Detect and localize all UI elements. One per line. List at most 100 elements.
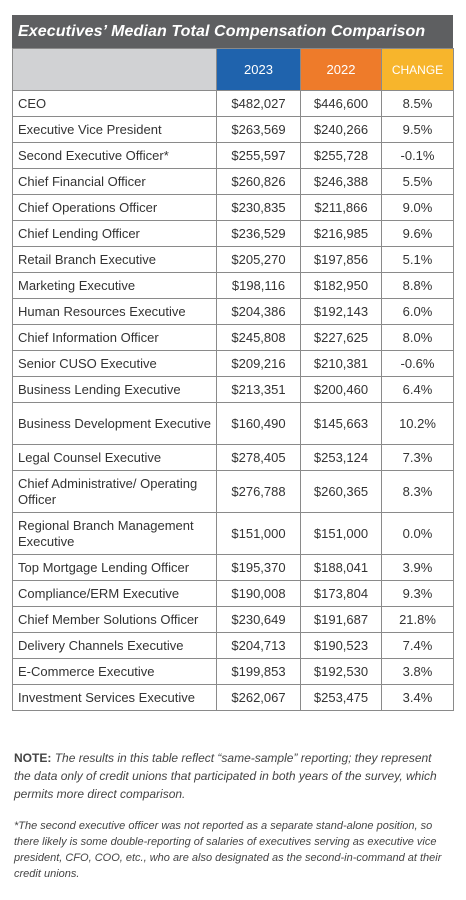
table-row: Chief Operations Officer $230,835 $211,866…: [12, 194, 454, 221]
role-cell: Human Resources Executive: [12, 298, 217, 325]
value-2023-cell: $263,569: [216, 116, 301, 143]
table-row: Regional Branch Management Executive $151…: [12, 512, 454, 555]
role-cell: Top Mortgage Lending Officer: [12, 554, 217, 581]
role-cell: Chief Administrative/ Operating Officer: [12, 470, 217, 513]
value-2023-cell: $209,216: [216, 350, 301, 377]
value-2023-cell: $230,835: [216, 194, 301, 221]
table-row: Retail Branch Executive $205,270 $197,856 5…: [12, 246, 454, 273]
role-cell: Senior CUSO Executive: [12, 350, 217, 377]
role-cell: Investment Services Executive: [12, 684, 217, 711]
role-cell: CEO: [12, 90, 217, 117]
value-2022-cell: $192,530: [300, 658, 382, 685]
value-2022-cell: $197,856: [300, 246, 382, 273]
table-row: E-Commerce Executive $199,853 $192,530 3.8%: [12, 658, 454, 685]
value-2022-cell: $190,523: [300, 632, 382, 659]
table-row: Chief Administrative/ Operating Officer $…: [12, 470, 454, 513]
change-cell: 3.9%: [381, 554, 454, 581]
header-2022: 2022: [300, 48, 382, 91]
footnote: *The second executive officer was not re…: [14, 820, 442, 880]
value-2023-cell: $262,067: [216, 684, 301, 711]
change-cell: 9.0%: [381, 194, 454, 221]
change-cell: 10.2%: [381, 402, 454, 445]
change-cell: 5.5%: [381, 168, 454, 195]
role-cell: Delivery Channels Executive: [12, 632, 217, 659]
table-row: Compliance/ERM Executive $190,008 $173,804…: [12, 580, 454, 607]
role-cell: Marketing Executive: [12, 272, 217, 299]
table-row: Investment Services Executive $262,067 $25…: [12, 684, 454, 711]
role-cell: Chief Member Solutions Officer: [12, 606, 217, 633]
change-cell: 7.4%: [381, 632, 454, 659]
value-2022-cell: $151,000: [300, 512, 382, 555]
value-2023-cell: $260,826: [216, 168, 301, 195]
value-2023-cell: $160,490: [216, 402, 301, 445]
note-paragraph: NOTE: The results in this table reflect …: [14, 749, 444, 803]
compensation-table: 2023 2022 CHANGE CEO $482,027 $446,600 8.5%…: [12, 48, 454, 711]
value-2022-cell: $253,124: [300, 444, 382, 471]
value-2022-cell: $253,475: [300, 684, 382, 711]
table-body: CEO $482,027 $446,600 8.5% Executive Vice Pr…: [12, 90, 454, 711]
role-cell: Chief Operations Officer: [12, 194, 217, 221]
value-2022-cell: $255,728: [300, 142, 382, 169]
value-2022-cell: $210,381: [300, 350, 382, 377]
role-cell: Business Lending Executive: [12, 376, 217, 403]
value-2023-cell: $230,649: [216, 606, 301, 633]
header-blank-cell: [12, 48, 217, 91]
value-2022-cell: $191,687: [300, 606, 382, 633]
table-row: Chief Member Solutions Officer $230,649 $1…: [12, 606, 454, 633]
table-row: Business Development Executive $160,490 $1…: [12, 402, 454, 445]
value-2022-cell: $216,985: [300, 220, 382, 247]
change-cell: 6.4%: [381, 376, 454, 403]
header-2023: 2023: [216, 48, 301, 91]
value-2022-cell: $200,460: [300, 376, 382, 403]
role-cell: Legal Counsel Executive: [12, 444, 217, 471]
value-2023-cell: $236,529: [216, 220, 301, 247]
table-row: Top Mortgage Lending Officer $195,370 $188…: [12, 554, 454, 581]
table-row: Chief Lending Officer $236,529 $216,985 9.6…: [12, 220, 454, 247]
header-row: 2023 2022 CHANGE: [12, 48, 454, 91]
role-cell: Chief Financial Officer: [12, 168, 217, 195]
table-row: Delivery Channels Executive $204,713 $190,…: [12, 632, 454, 659]
value-2022-cell: $182,950: [300, 272, 382, 299]
table-row: Chief Information Officer $245,808 $227,62…: [12, 324, 454, 351]
role-cell: E-Commerce Executive: [12, 658, 217, 685]
change-cell: 21.8%: [381, 606, 454, 633]
header-change: CHANGE: [381, 48, 454, 91]
table-row: Executive Vice President $263,569 $240,266…: [12, 116, 454, 143]
change-cell: 3.8%: [381, 658, 454, 685]
table-title: Executives’ Median Total Compensation Co…: [18, 22, 426, 40]
change-cell: 9.6%: [381, 220, 454, 247]
value-2023-cell: $195,370: [216, 554, 301, 581]
note-label: NOTE:: [14, 751, 52, 765]
role-cell: Chief Lending Officer: [12, 220, 217, 247]
role-cell: Chief Information Officer: [12, 324, 217, 351]
table-row: Senior CUSO Executive $209,216 $210,381 -0.…: [12, 350, 454, 377]
table-row: Second Executive Officer* $255,597 $255,72…: [12, 142, 454, 169]
change-cell: 8.5%: [381, 90, 454, 117]
value-2022-cell: $211,866: [300, 194, 382, 221]
value-2023-cell: $482,027: [216, 90, 301, 117]
title-bar: Executives’ Median Total Compensation Co…: [12, 15, 453, 48]
value-2023-cell: $276,788: [216, 470, 301, 513]
value-2023-cell: $204,713: [216, 632, 301, 659]
change-cell: 0.0%: [381, 512, 454, 555]
change-cell: 6.0%: [381, 298, 454, 325]
value-2022-cell: $173,804: [300, 580, 382, 607]
table-row: Human Resources Executive $204,386 $192,14…: [12, 298, 454, 325]
table-row: Legal Counsel Executive $278,405 $253,124 7…: [12, 444, 454, 471]
table-row: Marketing Executive $198,116 $182,950 8.8%: [12, 272, 454, 299]
value-2023-cell: $278,405: [216, 444, 301, 471]
table-row: Chief Financial Officer $260,826 $246,388 5…: [12, 168, 454, 195]
change-cell: 9.5%: [381, 116, 454, 143]
role-cell: Compliance/ERM Executive: [12, 580, 217, 607]
role-cell: Business Development Executive: [12, 402, 217, 445]
table-row: CEO $482,027 $446,600 8.5%: [12, 90, 454, 117]
change-cell: 5.1%: [381, 246, 454, 273]
value-2023-cell: $245,808: [216, 324, 301, 351]
value-2023-cell: $205,270: [216, 246, 301, 273]
change-cell: -0.1%: [381, 142, 454, 169]
value-2023-cell: $204,386: [216, 298, 301, 325]
role-cell: Regional Branch Management Executive: [12, 512, 217, 555]
value-2022-cell: $188,041: [300, 554, 382, 581]
value-2022-cell: $446,600: [300, 90, 382, 117]
compensation-table-card: Executives’ Median Total Compensation Co…: [12, 15, 454, 711]
